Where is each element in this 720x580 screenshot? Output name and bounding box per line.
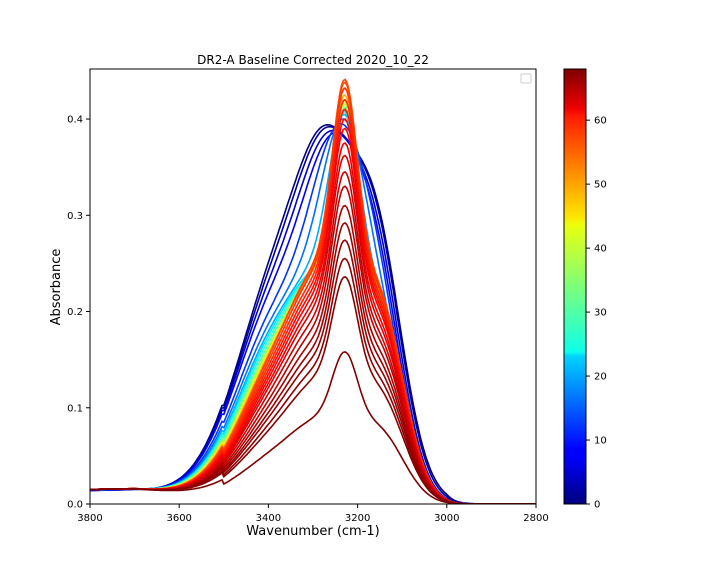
x-tick-label: 3600 — [166, 513, 191, 524]
series-line — [90, 123, 536, 504]
colorbar-tick-label: 30 — [594, 308, 607, 319]
colorbar-tick-label: 10 — [594, 436, 607, 447]
series-line — [90, 154, 536, 504]
y-tick-label: 0.4 — [67, 115, 83, 126]
series-line — [90, 100, 536, 504]
colorbar-tick-label: 50 — [594, 180, 607, 191]
colorbar-tick-label: 40 — [594, 244, 607, 255]
x-tick-label: 3800 — [77, 513, 102, 524]
series-line — [90, 257, 536, 504]
colorbar-tick-label: 60 — [594, 116, 607, 127]
series-line — [90, 87, 536, 504]
chart-title: DR2-A Baseline Corrected 2020_10_22 — [197, 53, 429, 67]
colorbar-tick-label: 20 — [594, 372, 607, 383]
series-line — [90, 275, 536, 504]
y-tick-label: 0.3 — [67, 211, 83, 222]
legend-box — [520, 73, 532, 84]
colorbar-axis: 0 10 20 30 40 50 60 — [586, 116, 607, 511]
series-line — [90, 87, 536, 504]
x-tick-label: 3200 — [345, 513, 370, 524]
y-axis: 0.0 0.1 0.2 0.3 0.4 — [67, 115, 90, 511]
colorbar — [563, 68, 587, 505]
x-axis: 3800 3600 3400 3200 3000 2800 — [77, 504, 549, 524]
x-tick-label: 2800 — [523, 513, 548, 524]
series-line — [90, 117, 536, 504]
series-line — [90, 118, 536, 504]
x-axis-label: Wavenumber (cm-1) — [246, 524, 379, 539]
series-line — [90, 103, 536, 504]
plot-frame — [89, 68, 537, 505]
series-line — [90, 141, 536, 504]
series-group — [90, 78, 536, 504]
y-tick-label: 0.0 — [67, 500, 83, 511]
series-line — [90, 351, 536, 504]
y-axis-label: Absorbance — [49, 249, 64, 326]
series-line — [90, 125, 536, 504]
x-tick-label: 3000 — [434, 513, 459, 524]
y-tick-label: 0.1 — [67, 403, 83, 414]
series-line — [90, 122, 536, 504]
series-line — [90, 185, 536, 504]
y-tick-label: 0.2 — [67, 307, 83, 318]
x-tick-label: 3400 — [256, 513, 281, 524]
colorbar-tick-label: 0 — [594, 500, 600, 511]
